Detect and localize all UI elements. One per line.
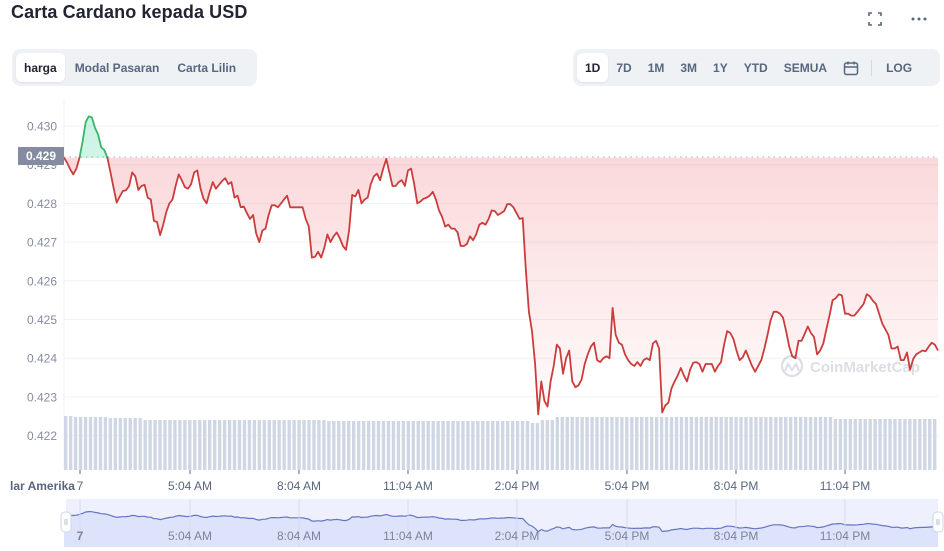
chart-type-tabs: harga Modal Pasaran Carta Lilin: [12, 49, 257, 86]
svg-text:5:04 AM: 5:04 AM: [168, 529, 212, 543]
svg-text:11:04 PM: 11:04 PM: [820, 479, 870, 493]
current-price-label: 0.429: [18, 147, 64, 165]
svg-text:8:04 AM: 8:04 AM: [277, 529, 321, 543]
calendar-button[interactable]: [835, 53, 867, 82]
svg-text:7: 7: [77, 479, 84, 493]
log-scale-toggle[interactable]: LOG: [886, 60, 913, 75]
svg-text:11:04 PM: 11:04 PM: [820, 529, 870, 543]
range-ytd[interactable]: YTD: [743, 60, 768, 75]
range-1m[interactable]: 1M: [647, 60, 665, 75]
navigator[interactable]: 7 5:04 AM 8:04 AM 11:04 AM 2:04 PM 5:04 PM 8:0…: [60, 499, 944, 547]
svg-text:2:04 PM: 2:04 PM: [495, 529, 540, 543]
price-chart[interactable]: 0.430 0.429 0.428 0.427 0.426 0.425 0.424 0.423…: [0, 100, 944, 551]
navigator-left-handle[interactable]: [60, 511, 72, 533]
fullscreen-button[interactable]: [864, 8, 886, 30]
svg-text:11:04 AM: 11:04 AM: [383, 479, 433, 493]
price-line-down: [64, 157, 939, 416]
svg-text:8:04 AM: 8:04 AM: [277, 479, 321, 493]
more-options-button[interactable]: [908, 8, 930, 30]
svg-text:5:04 PM: 5:04 PM: [605, 529, 650, 543]
svg-text:7: 7: [77, 529, 84, 543]
time-range-tabs: 1D 7D 1M 3M 1Y YTD SEMUA LOG: [573, 49, 940, 86]
watermark: CoinMarketCap: [780, 354, 920, 378]
svg-text:0.422: 0.422: [27, 429, 57, 443]
svg-text:0.427: 0.427: [27, 236, 57, 250]
svg-text:CoinMarketCap: CoinMarketCap: [810, 359, 920, 376]
svg-text:0.428: 0.428: [27, 197, 57, 211]
drag-handle-icon: [64, 519, 68, 525]
drag-handle-icon: [936, 519, 940, 525]
navigator-area: [64, 511, 938, 547]
svg-text:8:04 PM: 8:04 PM: [714, 529, 759, 543]
svg-text:0.425: 0.425: [27, 313, 57, 327]
tab-modal-pasaran[interactable]: Modal Pasaran: [74, 60, 160, 75]
volume-bars: [64, 416, 937, 470]
svg-text:0.423: 0.423: [27, 390, 57, 404]
price-area-down: [64, 157, 938, 415]
svg-text:5:04 PM: 5:04 PM: [605, 479, 650, 493]
navigator-right-handle[interactable]: [932, 511, 944, 533]
fullscreen-icon: [868, 12, 882, 26]
range-semua[interactable]: SEMUA: [783, 60, 828, 75]
page-title: Carta Cardano kepada USD: [11, 2, 248, 22]
navigator-x-axis: 7 5:04 AM 8:04 AM 11:04 AM 2:04 PM 5:04 PM 8:0…: [77, 529, 871, 543]
svg-text:8:04 PM: 8:04 PM: [714, 479, 759, 493]
currency-label: lar Amerika: [10, 479, 75, 493]
svg-text:0.430: 0.430: [27, 120, 57, 134]
more-horizontal-icon: [911, 17, 927, 21]
range-7d[interactable]: 7D: [616, 60, 632, 75]
tab-carta-lilin[interactable]: Carta Lilin: [177, 60, 237, 75]
calendar-icon: [843, 61, 859, 75]
svg-text:0.429: 0.429: [26, 149, 56, 163]
range-3m[interactable]: 3M: [680, 60, 698, 75]
svg-text:11:04 AM: 11:04 AM: [383, 529, 433, 543]
header-actions: [864, 8, 930, 30]
range-1d[interactable]: 1D: [577, 53, 609, 82]
svg-text:2:04 PM: 2:04 PM: [495, 479, 540, 493]
svg-text:5:04 AM: 5:04 AM: [168, 479, 212, 493]
tabs-divider: [871, 59, 873, 76]
svg-text:0.426: 0.426: [27, 274, 57, 288]
navigator-line: [63, 510, 939, 533]
range-1y[interactable]: 1Y: [713, 60, 728, 75]
svg-text:0.424: 0.424: [27, 352, 57, 366]
tab-harga[interactable]: harga: [16, 53, 65, 82]
y-axis: 0.430 0.429 0.428 0.427 0.426 0.425 0.424 0.423…: [27, 120, 57, 444]
x-axis: 7 5:04 AM 8:04 AM 11:04 AM 2:04 PM 5:04 PM 8:0…: [77, 470, 870, 493]
